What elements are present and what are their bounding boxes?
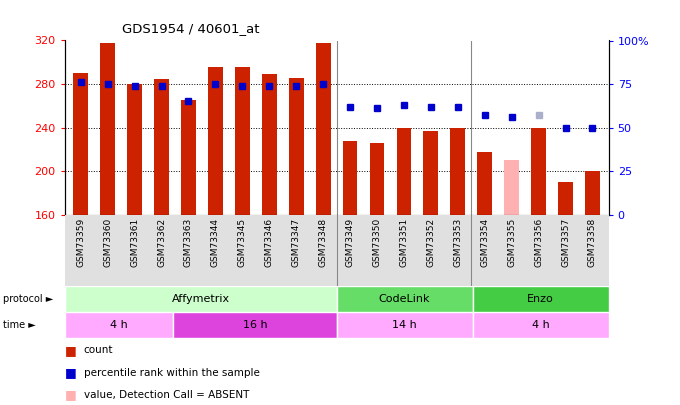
Bar: [473, 286, 609, 312]
Bar: [337, 312, 473, 338]
Text: percentile rank within the sample: percentile rank within the sample: [84, 368, 260, 377]
Text: ■: ■: [65, 366, 76, 379]
Text: CodeLink: CodeLink: [379, 294, 430, 304]
Bar: [473, 312, 609, 338]
Text: GSM73356: GSM73356: [534, 218, 543, 267]
Text: 4 h: 4 h: [532, 320, 549, 330]
Text: count: count: [84, 345, 113, 355]
Bar: [370, 143, 384, 215]
Text: 16 h: 16 h: [243, 320, 267, 330]
Text: GSM73353: GSM73353: [454, 218, 462, 267]
Bar: [181, 100, 196, 215]
Bar: [343, 141, 358, 215]
Text: GSM73358: GSM73358: [588, 218, 597, 267]
Text: GSM73351: GSM73351: [399, 218, 409, 267]
Text: GSM73346: GSM73346: [265, 218, 274, 267]
Bar: [585, 171, 600, 215]
Text: GDS1954 / 40601_at: GDS1954 / 40601_at: [122, 22, 260, 35]
Text: GSM73362: GSM73362: [157, 218, 166, 267]
Bar: [100, 43, 115, 215]
Text: Enzo: Enzo: [527, 294, 554, 304]
Text: GSM73359: GSM73359: [76, 218, 85, 267]
Bar: [154, 79, 169, 215]
Bar: [531, 128, 546, 215]
Bar: [477, 151, 492, 215]
Text: ■: ■: [65, 388, 76, 401]
Text: GSM73360: GSM73360: [103, 218, 112, 267]
Text: GSM73354: GSM73354: [480, 218, 489, 267]
Bar: [316, 43, 330, 215]
Bar: [337, 286, 473, 312]
Text: GSM73361: GSM73361: [130, 218, 139, 267]
Text: ■: ■: [65, 344, 76, 357]
Text: time ►: time ►: [3, 320, 36, 330]
Bar: [558, 182, 573, 215]
Bar: [396, 128, 411, 215]
Text: GSM73352: GSM73352: [426, 218, 435, 267]
Text: Affymetrix: Affymetrix: [171, 294, 230, 304]
Text: 4 h: 4 h: [110, 320, 128, 330]
Text: GSM73349: GSM73349: [345, 218, 354, 267]
Text: protocol ►: protocol ►: [3, 294, 54, 304]
Text: 14 h: 14 h: [392, 320, 417, 330]
Bar: [450, 128, 465, 215]
Text: GSM73344: GSM73344: [211, 218, 220, 267]
Bar: [262, 74, 277, 215]
Text: GSM73348: GSM73348: [319, 218, 328, 267]
Text: GSM73347: GSM73347: [292, 218, 301, 267]
Bar: [73, 73, 88, 215]
Bar: [127, 84, 142, 215]
Text: GSM73350: GSM73350: [373, 218, 381, 267]
Bar: [505, 160, 519, 215]
Bar: [289, 77, 303, 215]
Bar: [65, 286, 337, 312]
Bar: [65, 312, 173, 338]
Bar: [208, 67, 223, 215]
Bar: [235, 67, 250, 215]
Bar: [173, 312, 337, 338]
Text: GSM73345: GSM73345: [238, 218, 247, 267]
Bar: [424, 131, 439, 215]
Text: GSM73357: GSM73357: [561, 218, 570, 267]
Text: GSM73363: GSM73363: [184, 218, 193, 267]
Text: GSM73355: GSM73355: [507, 218, 516, 267]
Text: value, Detection Call = ABSENT: value, Detection Call = ABSENT: [84, 390, 249, 400]
